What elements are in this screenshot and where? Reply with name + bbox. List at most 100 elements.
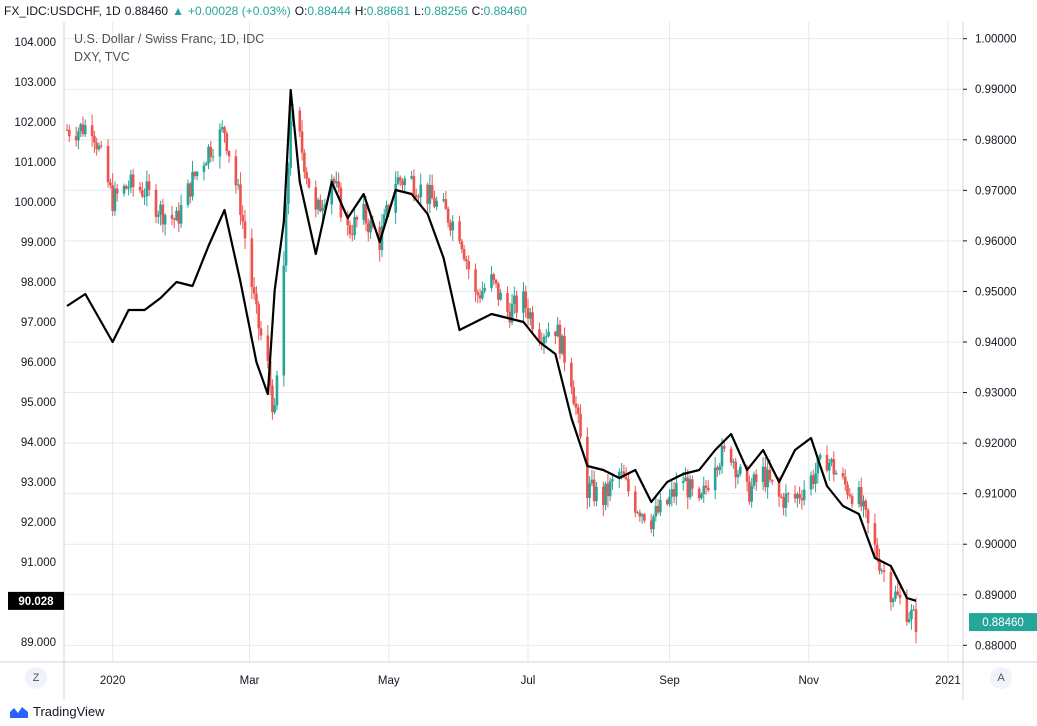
candle-body: [316, 199, 320, 210]
candle-body: [451, 221, 455, 231]
candle-body: [67, 129, 71, 137]
candle-body: [273, 405, 276, 413]
candle-body: [618, 471, 621, 480]
right-axis-tick-label: 0.88000: [975, 640, 1017, 652]
candle-body: [857, 487, 861, 505]
candle-body: [510, 303, 514, 323]
candle-body: [878, 558, 881, 571]
left-axis-tick-label: 101.000: [14, 157, 56, 169]
close-label: C:: [471, 4, 484, 18]
auto-scale-button[interactable]: A: [990, 667, 1012, 689]
candle-body: [528, 312, 532, 319]
main-series-legend[interactable]: U.S. Dollar / Swiss Franc, 1D, IDC: [74, 32, 265, 46]
candle-body: [684, 477, 687, 482]
candle-body: [782, 496, 785, 508]
candle-body: [209, 146, 213, 157]
candle-body: [332, 179, 336, 184]
low-value: 0.88256: [424, 4, 468, 18]
left-axis-tick-label: 89.000: [21, 637, 56, 649]
chart-axes: 104.000 103.000 102.000 101.000 100.000 99.00…: [0, 22, 1037, 700]
tradingview-logo-icon: [10, 706, 28, 718]
right-axis-tick-label: 0.93000: [975, 388, 1017, 400]
candle-body: [586, 436, 589, 498]
candle-body: [784, 493, 788, 508]
candle-body: [366, 223, 370, 233]
left-axis-tick-label: 100.000: [14, 197, 56, 209]
tradingview-brand-label: TradingView: [33, 704, 105, 719]
candle-body: [460, 241, 464, 250]
candle-body: [446, 208, 450, 223]
candle-body: [474, 269, 477, 293]
candle-body: [350, 234, 354, 236]
candle-body: [147, 181, 151, 190]
candle-body: [800, 498, 804, 501]
candle-body: [275, 375, 279, 406]
candle-body: [156, 214, 160, 217]
price-chart[interactable]: 104.000 103.000 102.000 101.000 100.000 99.00…: [0, 0, 1037, 700]
right-last-value-label: 0.88460: [982, 617, 1024, 629]
candle-body: [435, 200, 439, 207]
candle-body: [716, 467, 719, 471]
candle-body: [93, 135, 96, 143]
candle-body: [241, 215, 245, 222]
candle-body: [115, 188, 119, 194]
candle-body: [170, 214, 174, 219]
candle-body: [910, 610, 913, 620]
candle-body: [195, 171, 199, 177]
candle-body: [225, 133, 229, 152]
candle-body: [738, 466, 742, 475]
candle-body: [873, 523, 877, 545]
candle-body: [355, 216, 359, 220]
right-axis-tick-label: 0.92000: [975, 438, 1017, 450]
candle-body: [499, 292, 502, 300]
right-axis-tick-label: 0.95000: [975, 286, 1017, 298]
left-axis-tick-label: 104.000: [14, 37, 56, 49]
candle-body: [77, 131, 80, 141]
candle-body: [665, 499, 669, 505]
candle-body: [204, 163, 208, 166]
candle-body: [556, 324, 559, 337]
candle-body: [622, 471, 626, 478]
candle-body: [718, 466, 722, 471]
compare-series-legend[interactable]: DXY, TVC: [74, 50, 130, 64]
candle-body: [850, 496, 854, 505]
candle-body: [563, 335, 566, 363]
candle-body: [894, 591, 897, 599]
left-axis-tick-label: 92.000: [21, 517, 56, 529]
candle-body: [907, 619, 911, 622]
candle-body: [179, 205, 183, 224]
zoom-button[interactable]: Z: [25, 667, 47, 689]
candle-body: [250, 238, 254, 288]
x-axis-tick-label: May: [378, 675, 400, 687]
candle-body: [848, 494, 852, 497]
tradingview-branding[interactable]: TradingView: [10, 704, 105, 719]
candle-body: [891, 598, 895, 603]
symbol-name[interactable]: FX_IDC:USDCHF, 1D: [4, 4, 121, 18]
right-axis-tick-label: 0.89000: [975, 590, 1017, 602]
candle-body: [816, 458, 820, 474]
candle-body: [490, 274, 493, 288]
candle-body: [802, 489, 806, 501]
candle-body: [526, 308, 530, 319]
candle-body: [236, 184, 240, 186]
candle-body: [595, 486, 598, 502]
candle-body: [898, 594, 902, 599]
candle-body: [478, 295, 482, 299]
candle-body: [640, 514, 644, 517]
candle-body: [554, 331, 557, 337]
candle-body: [636, 512, 639, 514]
candle-body: [602, 486, 605, 506]
candle-body: [186, 183, 190, 206]
candle-body: [220, 127, 224, 130]
candle-body: [750, 485, 753, 502]
x-axis-tick-label: 2021: [935, 675, 961, 687]
candle-body: [508, 311, 512, 323]
candle-body: [74, 136, 78, 141]
candle-body: [307, 178, 311, 188]
candle-body: [832, 459, 836, 475]
left-axis-tick-label: 103.000: [14, 77, 56, 89]
candle-body: [396, 177, 400, 185]
candle-body: [764, 466, 767, 488]
left-last-value-label: 90.028: [18, 596, 54, 608]
left-axis-tick-label: 94.000: [21, 437, 56, 449]
